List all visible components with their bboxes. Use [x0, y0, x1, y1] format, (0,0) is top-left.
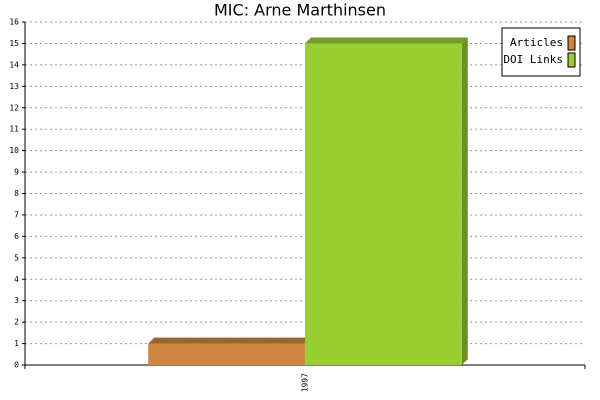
y-tick-label: 10: [9, 146, 19, 155]
y-tick-label: 1: [14, 339, 19, 348]
y-tick-label: 2: [14, 318, 19, 327]
y-tick-label: 3: [14, 296, 19, 305]
bar-side: [461, 37, 468, 365]
bar: [305, 43, 462, 365]
bar: [148, 343, 305, 365]
y-tick-label: 13: [9, 82, 19, 91]
x-tick-label: 1997: [301, 373, 310, 392]
chart-title: MIC: Arne Marthinsen: [214, 1, 386, 20]
y-tick-label: 8: [14, 189, 19, 198]
y-tick-label: 11: [9, 125, 19, 134]
y-tick-label: 16: [9, 18, 19, 27]
bar-top: [148, 337, 311, 344]
y-tick-label: 14: [9, 60, 19, 69]
legend-swatch: [567, 35, 576, 51]
y-tick-label: 5: [14, 253, 19, 262]
y-tick-label: 0: [14, 361, 19, 370]
y-tick-label: 6: [14, 232, 19, 241]
y-tick-label: 7: [14, 210, 19, 219]
legend-box: [501, 27, 581, 77]
y-tick-label: 9: [14, 168, 19, 177]
y-tick-label: 15: [9, 39, 19, 48]
legend-swatch: [567, 52, 576, 68]
bar-top: [305, 37, 468, 44]
legend-label: Articles: [510, 36, 563, 49]
y-tick-label: 12: [9, 103, 19, 112]
y-tick-label: 4: [14, 275, 19, 284]
legend-label: DOI Links: [503, 53, 563, 66]
